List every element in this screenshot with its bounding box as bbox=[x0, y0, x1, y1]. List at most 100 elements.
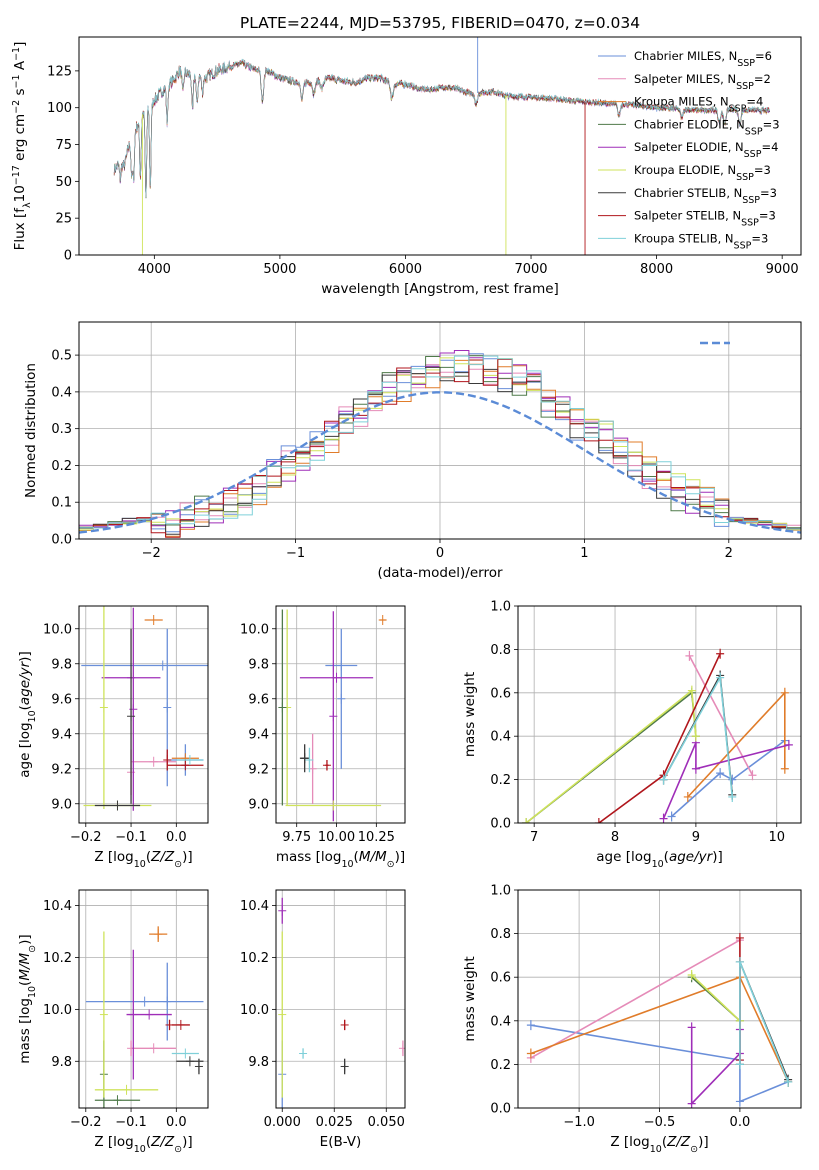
x-tick-label: 9.75 bbox=[282, 830, 311, 845]
y-tick-label: 0.2 bbox=[490, 1058, 511, 1073]
weight-point bbox=[728, 791, 737, 802]
y-tick-label: 0.8 bbox=[490, 927, 511, 942]
normal-reference-curve bbox=[79, 391, 801, 534]
weight-point bbox=[735, 1059, 744, 1070]
y-tick-label: 0.2 bbox=[490, 773, 511, 788]
y-tick-label: 0.3 bbox=[51, 422, 72, 437]
weight-line bbox=[690, 1027, 741, 1106]
y-tick-label: 75 bbox=[55, 138, 72, 153]
weight-point bbox=[735, 956, 744, 967]
y-tick-label: 0.8 bbox=[490, 643, 511, 658]
weight-point bbox=[780, 687, 789, 698]
y-tick-label: 0 bbox=[64, 249, 72, 264]
chart-age-vs-mass: 9.75 10.00 10.25 9.0 9.2 9.4 9.6 9.8 10.0 mass [l… bbox=[240, 605, 406, 870]
y-tick-label: 0.6 bbox=[490, 971, 511, 986]
histogram-step bbox=[79, 355, 801, 530]
weight-point bbox=[659, 774, 668, 785]
y-tick-label: 9.8 bbox=[51, 1055, 72, 1070]
legend-label: Salpeter STELIB, NSSP=3 bbox=[634, 209, 776, 229]
weight-line bbox=[739, 961, 789, 1083]
y-tick-label: 10.4 bbox=[43, 899, 72, 914]
y-axis-label: mass [log10(M/M⊙)] bbox=[17, 934, 38, 1063]
y-tick-label: 10.0 bbox=[240, 1003, 269, 1018]
legend-label: Salpeter ELODIE, NSSP=4 bbox=[634, 140, 778, 160]
chart-mass-vs-ebv: 0.000 0.025 0.050 9.8 10.0 10.2 10.4 E(B-V) bbox=[240, 889, 406, 1150]
plot-area-age-vs-Z bbox=[81, 606, 208, 811]
x-tick-label: 9000 bbox=[766, 262, 799, 277]
y-tick-label: 25 bbox=[55, 212, 72, 227]
x-tick-label: 4000 bbox=[138, 262, 171, 277]
weight-point bbox=[687, 685, 696, 696]
x-axis-label: Z [log10(Z/Z⊙)] bbox=[610, 1134, 708, 1155]
plot-area-mass-vs-ebv bbox=[278, 897, 405, 1108]
y-tick-label: 1.0 bbox=[490, 600, 511, 615]
legend-label: Kroupa MILES, NSSP=4 bbox=[634, 95, 763, 115]
y-tick-label: 0.2 bbox=[51, 459, 72, 474]
x-tick-label: −0.2 bbox=[70, 1115, 102, 1130]
y-tick-label: 50 bbox=[55, 175, 72, 190]
weight-line bbox=[688, 655, 754, 776]
y-tick-label: 9.0 bbox=[248, 797, 269, 812]
weight-point bbox=[526, 1048, 535, 1059]
x-tick-label: 8 bbox=[611, 830, 619, 845]
weight-line bbox=[530, 939, 741, 1059]
x-tick-label: 10.00 bbox=[318, 830, 355, 845]
axes-frame bbox=[78, 889, 209, 1109]
weight-point bbox=[683, 791, 692, 802]
weight-point bbox=[685, 650, 694, 661]
weight-line bbox=[691, 974, 741, 1022]
y-axis-label: Normed distribution bbox=[23, 363, 39, 498]
y-tick-label: 9.6 bbox=[51, 692, 72, 707]
legend-label: Kroupa STELIB, NSSP=3 bbox=[634, 231, 768, 251]
y-tick-label: 0.4 bbox=[490, 730, 511, 745]
x-axis-label: age [log10(age/yr)] bbox=[596, 849, 722, 870]
x-tick-label: 2 bbox=[725, 546, 733, 561]
y-axis-label: Flux [fλ10−17 erg cm−2 s−1 A−1] bbox=[11, 42, 33, 251]
x-tick-label: −1.0 bbox=[563, 1115, 595, 1130]
weight-line bbox=[662, 742, 790, 820]
x-tick-label: −0.5 bbox=[644, 1115, 676, 1130]
y-tick-label: 9.6 bbox=[248, 692, 269, 707]
x-tick-label: 1 bbox=[580, 546, 588, 561]
y-tick-label: 0.6 bbox=[490, 686, 511, 701]
weight-point bbox=[728, 774, 737, 785]
y-axis-label: mass weight bbox=[462, 672, 478, 757]
x-axis-label: wavelength [Angstrom, rest frame] bbox=[321, 281, 559, 297]
axes-frame bbox=[78, 321, 802, 540]
weight-point bbox=[748, 770, 757, 781]
x-axis-label: Z [log10(Z/Z⊙)] bbox=[94, 849, 192, 870]
plot-area-age-vs-mass bbox=[278, 609, 387, 822]
figure-title: PLATE=2244, MJD=53795, FIBERID=0470, z=0… bbox=[240, 14, 640, 32]
y-tick-label: 125 bbox=[47, 64, 72, 79]
y-axis-label: age [log10(age/yr)] bbox=[17, 651, 38, 777]
x-tick-label: 5000 bbox=[263, 262, 296, 277]
weight-point bbox=[716, 672, 725, 683]
weight-point bbox=[716, 648, 725, 659]
x-tick-label: −0.1 bbox=[115, 1115, 147, 1130]
y-tick-label: 9.8 bbox=[248, 1055, 269, 1070]
y-tick-label: 1.0 bbox=[490, 884, 511, 899]
x-axis-label: Z [log10(Z/Z⊙)] bbox=[94, 1134, 192, 1155]
weight-point bbox=[780, 763, 789, 774]
weight-point bbox=[716, 768, 725, 779]
weight-point bbox=[687, 1098, 696, 1108]
x-tick-label: −0.1 bbox=[115, 830, 147, 845]
weight-point bbox=[594, 818, 603, 823]
chart-age-vs-Z: −0.2 −0.1 0.0 9.0 9.2 9.4 9.6 9.8 10.0 Z [log10(Z… bbox=[17, 605, 209, 870]
plot-area-weight-vs-age bbox=[522, 648, 793, 823]
y-tick-label: 9.8 bbox=[248, 657, 269, 672]
x-tick-label: 0.0 bbox=[730, 1115, 751, 1130]
weight-line bbox=[671, 739, 786, 818]
legend-label: Kroupa ELODIE, NSSP=3 bbox=[634, 163, 771, 183]
plot-area-spectrum bbox=[113, 37, 770, 255]
plot-area-mass-vs-Z bbox=[85, 926, 204, 1108]
weight-line bbox=[530, 1024, 789, 1103]
plot-area-residuals bbox=[79, 350, 801, 538]
weight-point bbox=[735, 1096, 744, 1107]
histogram-step bbox=[79, 358, 801, 538]
y-tick-label: 0.0 bbox=[51, 533, 72, 548]
y-tick-label: 10.4 bbox=[240, 899, 269, 914]
y-axis-label: mass weight bbox=[462, 956, 478, 1041]
plot-area-weight-vs-Z bbox=[526, 932, 793, 1108]
